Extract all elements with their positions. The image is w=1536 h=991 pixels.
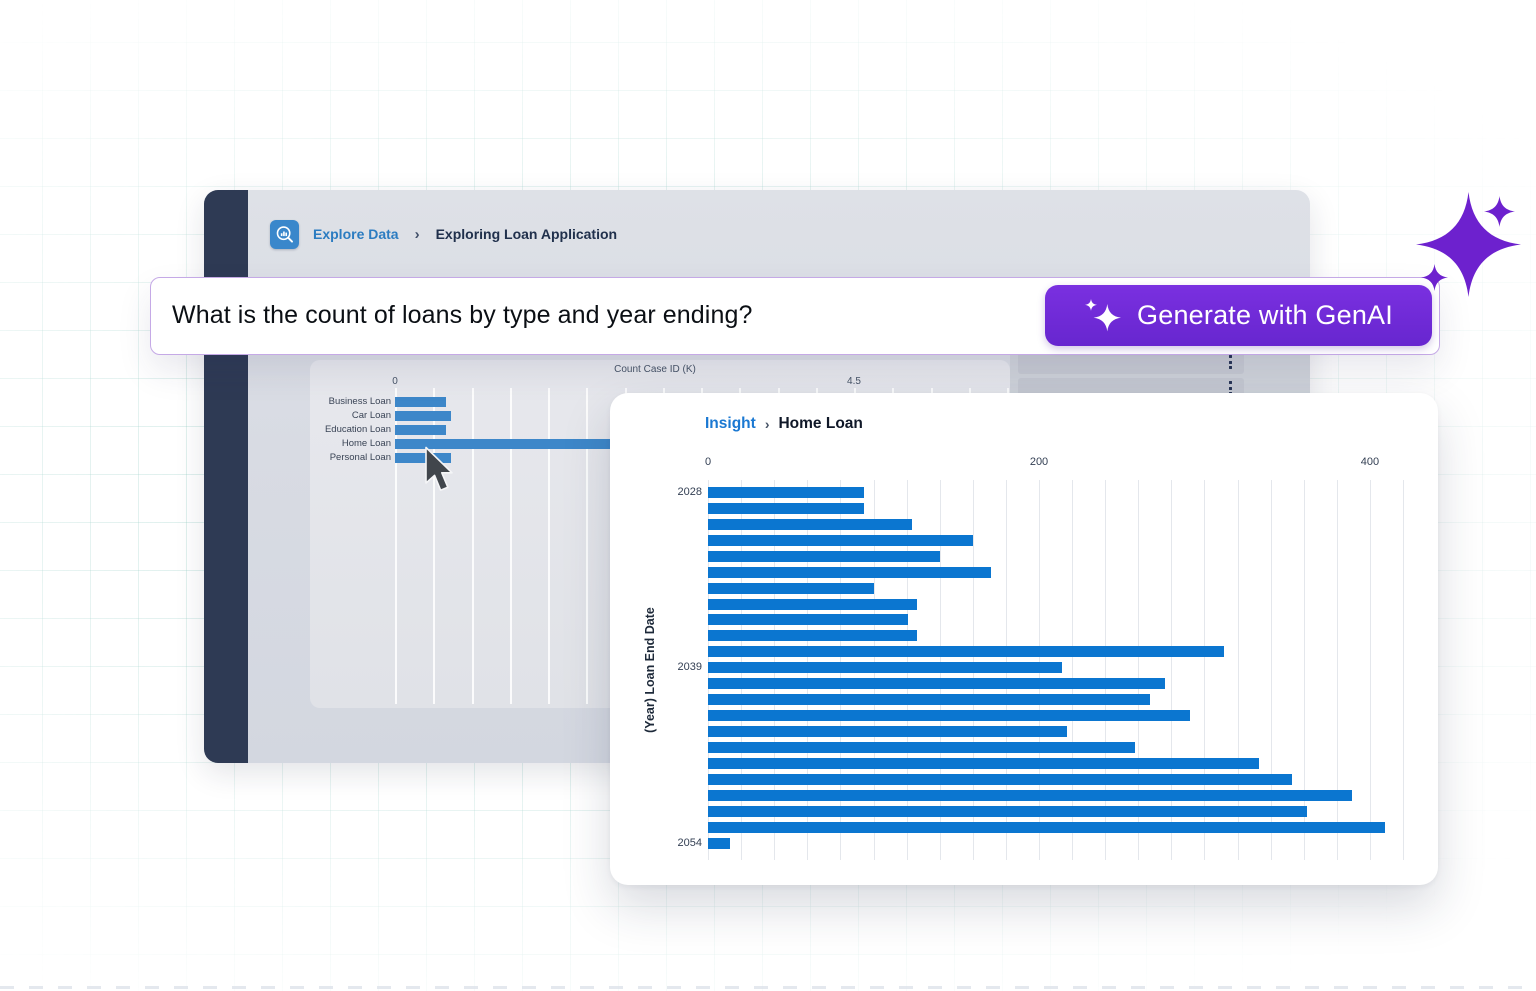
gridline [1303, 480, 1305, 860]
home-loan-end-year-bar-chart: 2028 2039 2054 [678, 480, 1404, 860]
bar-business-loan[interactable] [395, 397, 446, 407]
mouse-pointer-icon [425, 446, 453, 491]
bar-row-8[interactable] [708, 614, 909, 626]
generate-button-label: Generate with GenAI [1137, 300, 1393, 330]
mini-chart-x-ticks: 0 4.5 [310, 376, 1010, 388]
gridline [1138, 480, 1140, 860]
breadcrumb-current-home-loan: Home Loan [778, 415, 863, 432]
bar-row-22[interactable] [708, 837, 730, 849]
breadcrumb-link-insight[interactable]: Insight [705, 415, 756, 432]
gridline [433, 388, 436, 704]
bar-row-7[interactable] [708, 598, 917, 610]
genai-sparkle-icon [1085, 298, 1122, 331]
bar-row-5[interactable] [708, 566, 991, 578]
bar-row-3[interactable] [708, 534, 973, 546]
mini-chart-axis-title: Count Case ID (K) [614, 364, 696, 375]
x-tick-label: 0 [392, 376, 398, 387]
bar-row-13[interactable] [708, 694, 1150, 706]
explore-chart-magnifier-icon [270, 219, 299, 249]
gridline [1204, 480, 1206, 860]
category-label-personal-loan: Personal Loan [329, 452, 391, 463]
y-tick-label-2054: 2054 [677, 836, 702, 849]
window-left-navbar [204, 190, 248, 763]
bar-row-16[interactable] [708, 741, 1135, 753]
x-tick-label: 4.5 [847, 376, 861, 387]
bar-row-0[interactable] [708, 487, 864, 498]
y-tick-label-2028: 2028 [677, 486, 702, 498]
x-tick-label: 400 [1360, 456, 1380, 468]
gridline [586, 388, 589, 704]
category-label-car-loan: Car Loan [351, 410, 391, 421]
category-label-education-loan: Education Loan [324, 424, 391, 435]
gridline [1403, 480, 1404, 860]
insight-panel: Insight › Home Loan (Year) Loan End Date… [610, 393, 1438, 885]
gridline [1336, 480, 1338, 860]
gridline [1171, 480, 1173, 860]
bar-personal-loan[interactable] [395, 453, 452, 463]
bar-row-1[interactable] [708, 502, 864, 514]
x-tick-label: 200 [1029, 456, 1049, 468]
gridline [548, 388, 550, 704]
breadcrumb-chevron-icon: › [414, 225, 420, 243]
bar-row-15[interactable] [708, 725, 1068, 737]
genai-question-bar[interactable]: What is the count of loans by type and y… [150, 277, 1440, 355]
bar-row-14[interactable] [708, 710, 1190, 721]
gridline [1072, 480, 1073, 860]
bar-row-9[interactable] [708, 630, 917, 642]
question-text[interactable]: What is the count of loans by type and y… [172, 301, 753, 329]
category-label-home-loan: Home Loan [341, 438, 391, 449]
bar-education-loan[interactable] [395, 425, 446, 435]
bar-car-loan[interactable] [395, 411, 452, 421]
breadcrumb-current-page: Exploring Loan Application [435, 226, 618, 242]
x-tick-label: 0 [704, 456, 712, 468]
gridline [509, 388, 512, 704]
breadcrumb: Explore Data › Exploring Loan Applicatio… [270, 218, 617, 250]
bar-row-20[interactable] [708, 805, 1307, 817]
gridline [1237, 480, 1239, 860]
gridline [395, 388, 397, 704]
bar-row-6[interactable] [708, 582, 874, 594]
breadcrumb-link-explore-data[interactable]: Explore Data [313, 226, 399, 242]
bar-row-2[interactable] [708, 518, 912, 530]
bar-row-17[interactable] [708, 757, 1259, 769]
breadcrumb-chevron-icon: › [764, 416, 770, 432]
gridline [1105, 480, 1107, 860]
bar-row-10[interactable] [708, 646, 1225, 658]
category-label-business-loan: Business Loan [328, 396, 391, 407]
bar-row-21[interactable] [708, 821, 1385, 833]
bar-row-19[interactable] [708, 789, 1352, 801]
gridline [1270, 480, 1272, 860]
bar-row-4[interactable] [708, 550, 940, 562]
insight-breadcrumb: Insight › Home Loan [705, 411, 863, 437]
bar-row-18[interactable] [708, 773, 1293, 785]
bottom-dashed-line [0, 986, 1536, 989]
bar-row-12[interactable] [708, 678, 1165, 690]
gridline [471, 388, 474, 704]
list-item[interactable] [1018, 352, 1244, 374]
y-tick-label-2039: 2039 [677, 661, 702, 674]
generate-with-genai-button[interactable]: Generate with GenAI [1045, 285, 1432, 346]
gridline [1369, 480, 1371, 860]
bar-row-11[interactable] [708, 662, 1063, 674]
kebab-menu-icon[interactable] [1228, 355, 1232, 369]
